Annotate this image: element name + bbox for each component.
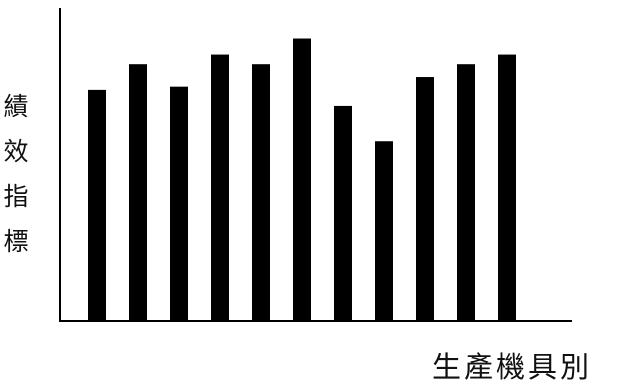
bar-10 <box>457 64 475 321</box>
bar-11 <box>498 54 516 321</box>
y-axis-label: 績效指標 <box>0 93 29 273</box>
bar-2 <box>129 64 147 321</box>
bar-6 <box>293 38 311 322</box>
bars-group <box>88 38 516 322</box>
bar-3 <box>170 86 188 321</box>
bar-7 <box>334 105 352 322</box>
bar-4 <box>211 54 229 321</box>
bar-1 <box>88 89 106 321</box>
bar-9 <box>416 77 434 321</box>
x-axis-label: 生產機具別 <box>432 350 593 384</box>
bar-8 <box>375 141 393 321</box>
bar-5 <box>252 64 270 321</box>
